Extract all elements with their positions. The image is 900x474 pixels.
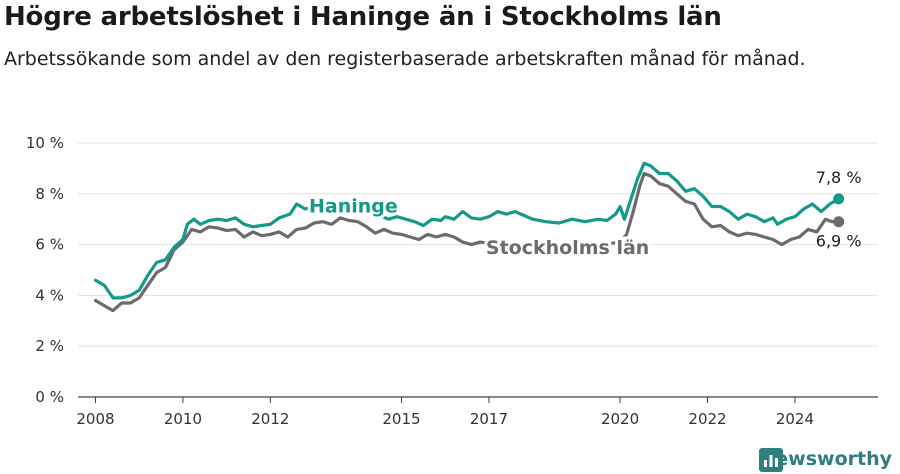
x-tick-label: 2008 <box>76 410 114 428</box>
series-labels: Haninge Stockholms län 7,8 % 6,9 % <box>306 168 862 262</box>
series-end-point <box>833 216 845 228</box>
brand: Newsworthy <box>759 448 892 472</box>
series-line-stockholms-lan <box>93 171 841 313</box>
series-end-point <box>833 193 845 205</box>
y-tick-label: 4 % <box>35 286 64 304</box>
end-value-label-stockholms-lan: 6,9 % <box>816 232 862 251</box>
series-lines <box>93 161 845 313</box>
series-line-haninge <box>93 161 841 300</box>
end-value-label-haninge: 7,8 % <box>816 168 862 187</box>
y-tick-label: 6 % <box>35 236 64 254</box>
series-label-haninge: Haninge <box>309 196 398 218</box>
y-axis: 0 % 2 % 4 % 6 % 8 % 10 % <box>26 134 64 406</box>
x-tick-label: 2012 <box>251 410 289 428</box>
x-axis: 2008 2010 2012 2015 2017 2020 2022 2024 <box>76 397 814 428</box>
series-label-stockholms-lan: Stockholms län <box>486 237 649 259</box>
x-tick-label: 2020 <box>601 410 639 428</box>
x-tick-label: 2022 <box>688 410 726 428</box>
y-tick-label: 0 % <box>35 388 64 406</box>
chart-subtitle: Arbetssökande som andel av den registerb… <box>4 48 806 70</box>
y-tick-label: 8 % <box>35 185 64 203</box>
gridlines <box>78 142 878 398</box>
x-tick-label: 2024 <box>776 410 814 428</box>
x-tick-label: 2017 <box>470 410 508 428</box>
newsworthy-logo-icon <box>759 448 784 472</box>
chart-title: Högre arbetslöshet i Haninge än i Stockh… <box>4 2 722 32</box>
y-tick-label: 10 % <box>26 134 64 152</box>
x-tick-label: 2010 <box>164 410 202 428</box>
x-tick-label: 2015 <box>382 410 420 428</box>
brand-name: Newsworthy <box>759 448 892 470</box>
y-tick-label: 2 % <box>35 337 64 355</box>
